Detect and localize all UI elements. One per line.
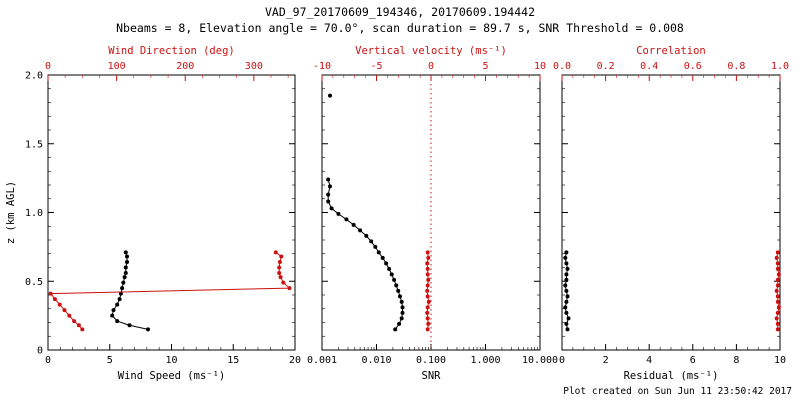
svg-text:-10: -10 <box>313 61 331 72</box>
svg-text:Wind Speed (ms⁻¹): Wind Speed (ms⁻¹) <box>118 370 225 382</box>
svg-text:0.5: 0.5 <box>25 277 43 288</box>
svg-text:0.010: 0.010 <box>361 355 391 366</box>
svg-text:300: 300 <box>245 61 263 72</box>
svg-text:2: 2 <box>603 355 609 366</box>
svg-text:Vertical velocity (ms⁻¹): Vertical velocity (ms⁻¹) <box>355 45 507 57</box>
svg-text:0: 0 <box>428 61 434 72</box>
svg-text:1.000: 1.000 <box>470 355 500 366</box>
svg-text:20: 20 <box>289 355 301 366</box>
svg-text:0.2: 0.2 <box>597 61 615 72</box>
svg-text:10: 10 <box>774 355 786 366</box>
svg-text:1.0: 1.0 <box>25 208 43 219</box>
svg-text:10: 10 <box>534 61 546 72</box>
svg-text:0: 0 <box>37 346 43 357</box>
svg-text:Wind Direction (deg): Wind Direction (deg) <box>108 45 234 57</box>
svg-text:0: 0 <box>45 355 51 366</box>
svg-text:-5: -5 <box>370 61 382 72</box>
svg-text:200: 200 <box>176 61 194 72</box>
snr-panel: 0.001 0.010 0.100 1.000 10.000 SNR -10 -5 0 5 10 Ve… <box>307 45 558 382</box>
svg-text:6: 6 <box>690 355 696 366</box>
svg-text:1.5: 1.5 <box>25 139 43 150</box>
svg-text:0.0: 0.0 <box>553 61 571 72</box>
svg-text:Residual (ms⁻¹): Residual (ms⁻¹) <box>624 370 719 382</box>
svg-text:10.000: 10.000 <box>522 355 558 366</box>
plot-subtitle: Nbeams = 8, Elevation angle = 70.0°, sca… <box>116 21 684 35</box>
svg-text:1.0: 1.0 <box>771 61 789 72</box>
svg-text:5: 5 <box>482 61 488 72</box>
svg-text:5: 5 <box>107 355 113 366</box>
svg-text:10: 10 <box>165 355 177 366</box>
svg-text:100: 100 <box>108 61 126 72</box>
residual-panel: 0 2 4 6 8 10 Residual (ms⁻¹) 0.0 0.2 0.4 0.6 0.8 1.0… <box>553 45 789 382</box>
plot-title: VAD_97_20170609_194346, 20170609.194442 <box>264 5 536 19</box>
svg-text:0: 0 <box>559 355 565 366</box>
svg-text:0: 0 <box>45 61 51 72</box>
svg-text:0.100: 0.100 <box>416 355 446 366</box>
svg-text:2.0: 2.0 <box>25 71 43 82</box>
svg-text:SNR: SNR <box>422 370 442 382</box>
svg-text:8: 8 <box>733 355 739 366</box>
svg-text:0.6: 0.6 <box>684 61 702 72</box>
svg-text:0.001: 0.001 <box>307 355 337 366</box>
svg-text:0.8: 0.8 <box>727 61 745 72</box>
svg-text:0.4: 0.4 <box>640 61 658 72</box>
svg-text:Correlation: Correlation <box>636 45 706 57</box>
plot-created-timestamp: Plot created on Sun Jun 11 23:50:42 2017 <box>563 386 792 397</box>
svg-text:z (km AGL): z (km AGL) <box>5 181 17 244</box>
svg-text:15: 15 <box>227 355 239 366</box>
svg-text:4: 4 <box>646 355 652 366</box>
